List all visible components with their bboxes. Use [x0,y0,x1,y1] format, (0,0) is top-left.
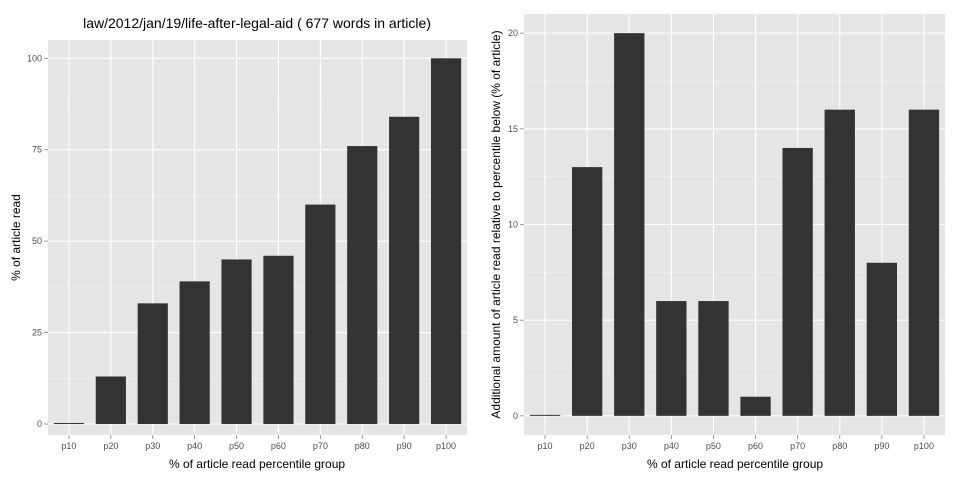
bar-p60 [740,396,771,416]
bar-p40 [179,281,210,425]
y-tick-label: 0 [37,419,42,429]
bar-p50 [698,301,729,416]
x-tick-label: p70 [790,441,805,451]
chart-title: law/2012/jan/19/life-after-legal-aid ( 6… [83,15,431,31]
y-tick-label: 0 [513,411,518,421]
x-tick-label: p30 [622,441,637,451]
bar-p50 [221,259,252,425]
y-tick-label: 20 [508,28,518,38]
x-tick-label: p60 [271,441,286,451]
y-tick-label: 50 [32,236,42,246]
x-tick-label: p80 [832,441,847,451]
x-tick-label: p80 [355,441,370,451]
y-tick-label: 15 [508,124,518,134]
x-tick-label: p20 [103,441,118,451]
bar-p90 [866,262,898,416]
chart-left: 0 25 50 75 100 p10 p20 p30 p40 p50 p60 p70 p80 p90 p10… [9,15,467,471]
y-tick-label: 5 [513,315,518,325]
bar-p20 [95,376,126,425]
x-axis-label: % of article read percentile group [169,457,345,471]
y-axis-label: Additional amount of article read relati… [489,30,503,418]
x-tick-label: p50 [706,441,721,451]
bar-p10 [529,414,561,416]
x-tick-label: p70 [313,441,328,451]
x-tick-label: p100 [436,441,456,451]
x-tick-label: p90 [397,441,412,451]
y-axis-label: % of article read [9,194,23,281]
y-tick-label: 25 [32,328,42,338]
x-tick-label: p30 [145,441,160,451]
x-tick-label: p40 [187,441,202,451]
x-tick-label: p10 [61,441,76,451]
bar-p70 [305,204,336,425]
bar-p100 [430,58,462,425]
bar-p80 [824,109,855,416]
y-tick-label: 75 [32,145,42,155]
bar-p90 [389,116,420,425]
y-tick-label: 10 [508,220,518,230]
chart-right: 0 5 10 15 20 p10 p20 p30 p40 p50 p60 p70 p80 p90 p100%… [489,14,945,471]
x-tick-label: p60 [748,441,763,451]
x-tick-label: p10 [538,441,553,451]
x-tick-label: p20 [580,441,595,451]
bar-p30 [614,33,645,416]
x-tick-label: p50 [229,441,244,451]
bar-p10 [53,423,85,425]
y-tick-label: 100 [27,53,42,63]
x-tick-label: p100 [914,441,934,451]
bar-p20 [571,167,603,416]
x-axis-label: % of article read percentile group [647,457,823,471]
x-tick-label: p40 [664,441,679,451]
bar-p40 [656,301,687,416]
bar-p80 [347,146,378,425]
bar-p70 [782,147,813,416]
bar-p100 [908,109,940,416]
bar-p60 [263,255,294,425]
bar-p30 [137,303,168,425]
x-tick-label: p90 [874,441,889,451]
